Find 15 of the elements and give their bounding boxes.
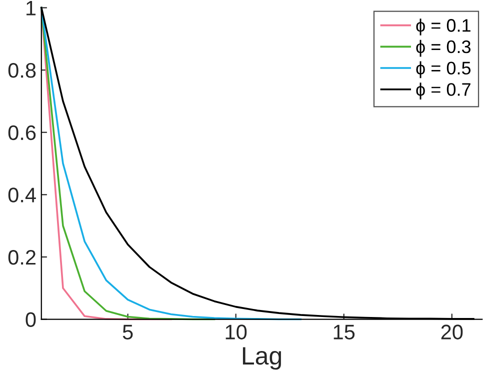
y-tick-label: 0.8 (8, 63, 36, 78)
x-axis-title: Lag (242, 347, 282, 370)
x-tick-label: 15 (334, 324, 355, 340)
legend-label: ϕ = 0.5 (416, 61, 471, 78)
y-tick-label: 1 (26, 0, 36, 16)
x-tick-label: 20 (441, 324, 463, 340)
y-tick-label: 0 (26, 312, 36, 328)
y-tick-label: 0.2 (8, 250, 36, 265)
legend-label: ϕ = 0.3 (416, 40, 471, 57)
legend-label: ϕ = 0.7 (416, 82, 470, 100)
legend-label: ϕ = 0.1 (416, 18, 470, 36)
x-tick-label: 5 (122, 324, 133, 340)
x-tick-label: 10 (226, 324, 247, 340)
y-tick-label: 0.4 (8, 188, 36, 202)
y-tick-label: 0.6 (8, 125, 36, 140)
